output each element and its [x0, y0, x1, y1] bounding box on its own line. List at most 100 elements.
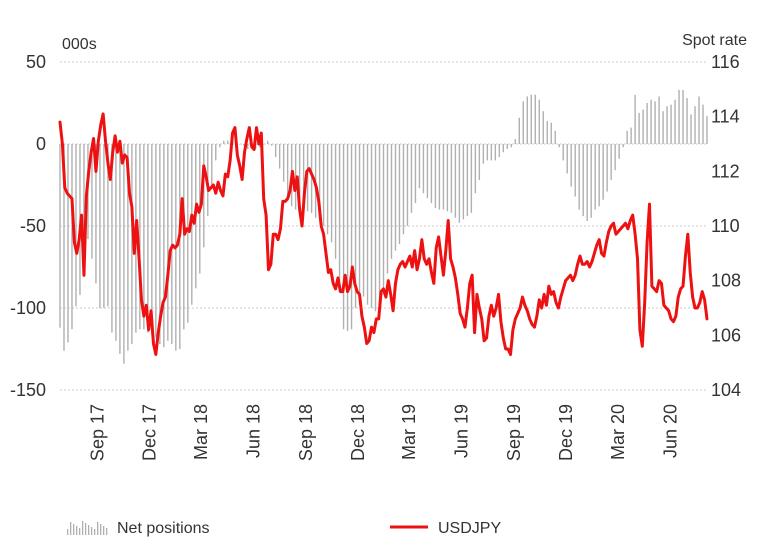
- net-position-bar: [662, 111, 664, 144]
- right-tick-label: 104: [711, 380, 741, 400]
- legend-bar-mark: [97, 522, 99, 535]
- net-position-bar: [450, 144, 453, 213]
- net-position-bar: [187, 144, 189, 323]
- net-position-bar: [278, 144, 281, 169]
- left-tick-label: 50: [26, 52, 46, 72]
- net-position-bar: [702, 104, 704, 144]
- net-position-bar: [227, 140, 229, 144]
- net-position-bar: [151, 144, 153, 335]
- net-position-bar: [674, 99, 676, 144]
- net-position-bar: [63, 144, 65, 351]
- legend-bar-mark: [76, 526, 78, 535]
- right-tick-label: 108: [711, 271, 741, 291]
- legend-bar-mark: [85, 523, 87, 535]
- right-tick-label: 114: [711, 107, 740, 127]
- net-position-bar: [666, 106, 668, 144]
- net-position-bar: [594, 144, 596, 210]
- net-position-bar: [247, 144, 249, 149]
- x-tick-label: Mar 18: [191, 404, 211, 460]
- x-tick-label: Mar 19: [399, 404, 419, 460]
- net-position-bar: [103, 144, 105, 308]
- x-tick-label: Jun 20: [661, 404, 681, 458]
- net-position-bar: [574, 144, 576, 197]
- left-tick-label: -150: [10, 380, 46, 400]
- net-position-bar: [514, 139, 516, 144]
- x-tick-label: Jun 18: [243, 404, 263, 458]
- net-position-bar: [406, 144, 409, 226]
- net-position-bar: [534, 94, 536, 144]
- net-position-bar: [179, 144, 181, 349]
- net-position-bar: [470, 144, 473, 213]
- net-position-bar: [119, 144, 121, 354]
- net-position-bar: [75, 144, 77, 307]
- net-position-bar: [426, 144, 429, 199]
- net-position-bar: [243, 144, 245, 146]
- x-tick-label: Mar 20: [608, 404, 628, 460]
- net-position-bar: [506, 144, 509, 149]
- net-position-bar: [582, 144, 584, 217]
- net-position-bar: [99, 144, 101, 308]
- net-position-bar: [502, 144, 505, 153]
- net-position-bar: [578, 144, 580, 210]
- net-position-bar: [139, 144, 141, 330]
- net-position-bar: [167, 144, 169, 341]
- left-tick-label: 0: [36, 134, 46, 154]
- left-tick-label: -100: [10, 298, 46, 318]
- legend-bar-mark: [103, 526, 105, 535]
- legend-bar-mark: [82, 521, 84, 535]
- net-position-bar: [482, 144, 485, 164]
- net-position-bar: [211, 144, 213, 185]
- net-position-bar: [550, 122, 552, 144]
- net-position-bar: [330, 144, 333, 243]
- net-position-bar: [354, 144, 357, 308]
- net-position-bar: [223, 140, 225, 144]
- x-axis: Sep 17 Dec 17 Mar 18 Jun 18 Sep 18 Dec 18 Mar …: [88, 404, 681, 461]
- net-position-bar: [618, 144, 620, 159]
- net-position-bar: [606, 144, 608, 192]
- x-tick-label: Dec 17: [140, 404, 160, 461]
- net-position-bar: [115, 144, 117, 341]
- net-position-bar: [462, 144, 465, 220]
- net-position-bar: [554, 130, 556, 144]
- net-position-bar: [338, 144, 341, 282]
- net-position-bar: [538, 99, 540, 144]
- x-tick-label: Sep 19: [504, 404, 524, 461]
- net-position-bar: [183, 144, 185, 330]
- net-position-bar: [91, 144, 93, 259]
- net-position-bar: [458, 144, 461, 223]
- net-position-bar: [298, 144, 301, 210]
- net-position-bar: [394, 144, 397, 251]
- net-position-bar: [282, 144, 285, 182]
- net-position-bar: [682, 89, 684, 144]
- net-position-bar: [266, 140, 269, 144]
- net-position-bar: [658, 96, 660, 144]
- net-position-bar: [650, 99, 652, 144]
- net-position-bar: [147, 144, 149, 333]
- net-position-bar: [474, 144, 477, 194]
- left-axis-unit: 000s: [62, 36, 97, 53]
- net-position-bar: [366, 144, 369, 305]
- right-tick-label: 116: [711, 52, 740, 72]
- net-position-bar: [542, 111, 544, 144]
- net-position-bar: [326, 144, 329, 235]
- net-position-bar: [510, 144, 513, 148]
- net-position-bar: [131, 144, 133, 345]
- legend: Net positions USDJPY: [67, 520, 501, 537]
- net-position-bar: [370, 144, 373, 308]
- net-position-bar: [402, 144, 405, 235]
- net-position-bar: [434, 144, 437, 208]
- net-position-bar: [418, 144, 421, 189]
- legend-bar-mark: [106, 528, 108, 535]
- net-position-bar: [646, 103, 648, 144]
- x-tick-label: Sep 18: [296, 404, 316, 461]
- net-position-bar: [630, 127, 632, 144]
- net-position-bar: [219, 144, 221, 148]
- net-position-bar: [694, 106, 696, 144]
- net-position-bar: [706, 116, 708, 144]
- net-position-bar: [526, 96, 528, 144]
- usdjpy-line: [58, 112, 709, 356]
- legend-bar-mark: [88, 525, 90, 535]
- net-position-bar: [302, 144, 305, 210]
- net-position-bar: [654, 101, 656, 144]
